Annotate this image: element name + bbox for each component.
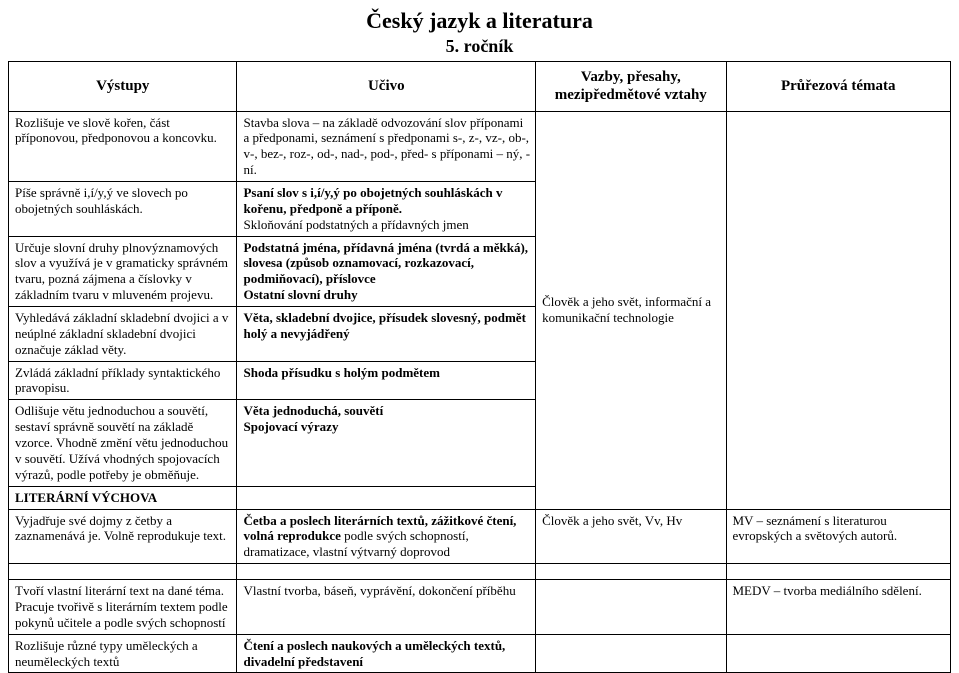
ucivo-line: Ostatní slovní druhy (243, 287, 357, 302)
ucivo-line: Věta jednoduchá, souvětí (243, 403, 383, 418)
cell-prurez-empty (726, 111, 951, 509)
cell-vystupy: Rozlišuje různé typy uměleckých a neuměl… (9, 634, 237, 673)
cell-vystupy: Zvládá základní příklady syntaktického p… (9, 361, 237, 400)
cell-ucivo: Četba a poslech literárních textů, zážit… (237, 509, 536, 564)
cell-prurez: MEDV – tvorba mediálního sdělení. (726, 580, 951, 635)
cell-ucivo: Podstatná jména, přídavná jména (tvrdá a… (237, 236, 536, 306)
table-row: Rozlišuje ve slově kořen, část příponovo… (9, 111, 951, 181)
cell-ucivo: Čtení a poslech naukových a uměleckých t… (237, 634, 536, 673)
page-title: Český jazyk a literatura (8, 8, 951, 34)
cell-ucivo: Stavba slova – na základě odvozování slo… (237, 111, 536, 181)
cell-prurez-empty (726, 634, 951, 673)
table-row: Rozlišuje různé typy uměleckých a neuměl… (9, 634, 951, 673)
cell-vazby-empty (536, 634, 726, 673)
cell-prurez: MV – seznámení s literaturou evropských … (726, 509, 951, 564)
page: Český jazyk a literatura 5. ročník Výstu… (0, 0, 959, 673)
cell-vystupy: Rozlišuje ve slově kořen, část příponovo… (9, 111, 237, 181)
cell-empty (237, 486, 536, 509)
header-ucivo: Učivo (237, 62, 536, 112)
table-row: Tvoří vlastní literární text na dané tém… (9, 580, 951, 635)
ucivo-line: Skloňování podstatných a přídavných jmen (243, 217, 468, 232)
spacer-row (9, 564, 951, 580)
cell-vazby: Člověk a jeho svět, Vv, Hv (536, 509, 726, 564)
cell-vazby: Člověk a jeho svět, informační a komunik… (536, 111, 726, 509)
cell-empty (9, 564, 237, 580)
cell-vazby-empty (536, 580, 726, 635)
cell-ucivo: Shoda přísudku s holým podmětem (237, 361, 536, 400)
cell-empty (726, 564, 951, 580)
page-subtitle: 5. ročník (8, 36, 951, 57)
table-header-row: Výstupy Učivo Vazby, přesahy, mezipředmě… (9, 62, 951, 112)
cell-empty (536, 564, 726, 580)
table-row: Vyjadřuje své dojmy z četby a zaznamenáv… (9, 509, 951, 564)
cell-ucivo: Věta jednoduchá, souvětí Spojovací výraz… (237, 400, 536, 486)
cell-empty (237, 564, 536, 580)
header-vazby: Vazby, přesahy, mezipředmětové vztahy (536, 62, 726, 112)
cell-ucivo: Psaní slov s i,í/y,ý po obojetných souhl… (237, 182, 536, 237)
cell-vystupy: Vyjadřuje své dojmy z četby a zaznamenáv… (9, 509, 237, 564)
ucivo-line: Psaní slov s i,í/y,ý po obojetných souhl… (243, 185, 502, 216)
cell-vystupy: Píše správně i,í/y,ý ve slovech po oboje… (9, 182, 237, 237)
section-heading: LITERÁRNÍ VÝCHOVA (9, 486, 237, 509)
curriculum-table: Výstupy Učivo Vazby, přesahy, mezipředmě… (8, 61, 951, 673)
cell-ucivo: Vlastní tvorba, báseň, vyprávění, dokonč… (237, 580, 536, 635)
cell-vystupy: Odlišuje větu jednoduchou a souvětí, ses… (9, 400, 237, 486)
header-prurez: Průřezová témata (726, 62, 951, 112)
cell-vystupy: Určuje slovní druhy plnovýznamových slov… (9, 236, 237, 306)
ucivo-line: Podstatná jména, přídavná jména (tvrdá a… (243, 240, 528, 287)
cell-ucivo: Věta, skladební dvojice, přísudek sloves… (237, 307, 536, 362)
cell-vystupy: Tvoří vlastní literární text na dané tém… (9, 580, 237, 635)
ucivo-line: Spojovací výrazy (243, 419, 338, 434)
header-vystupy: Výstupy (9, 62, 237, 112)
vazby-text: Člověk a jeho svět, informační a komunik… (542, 294, 711, 325)
cell-vystupy: Vyhledává základní skladební dvojici a v… (9, 307, 237, 362)
